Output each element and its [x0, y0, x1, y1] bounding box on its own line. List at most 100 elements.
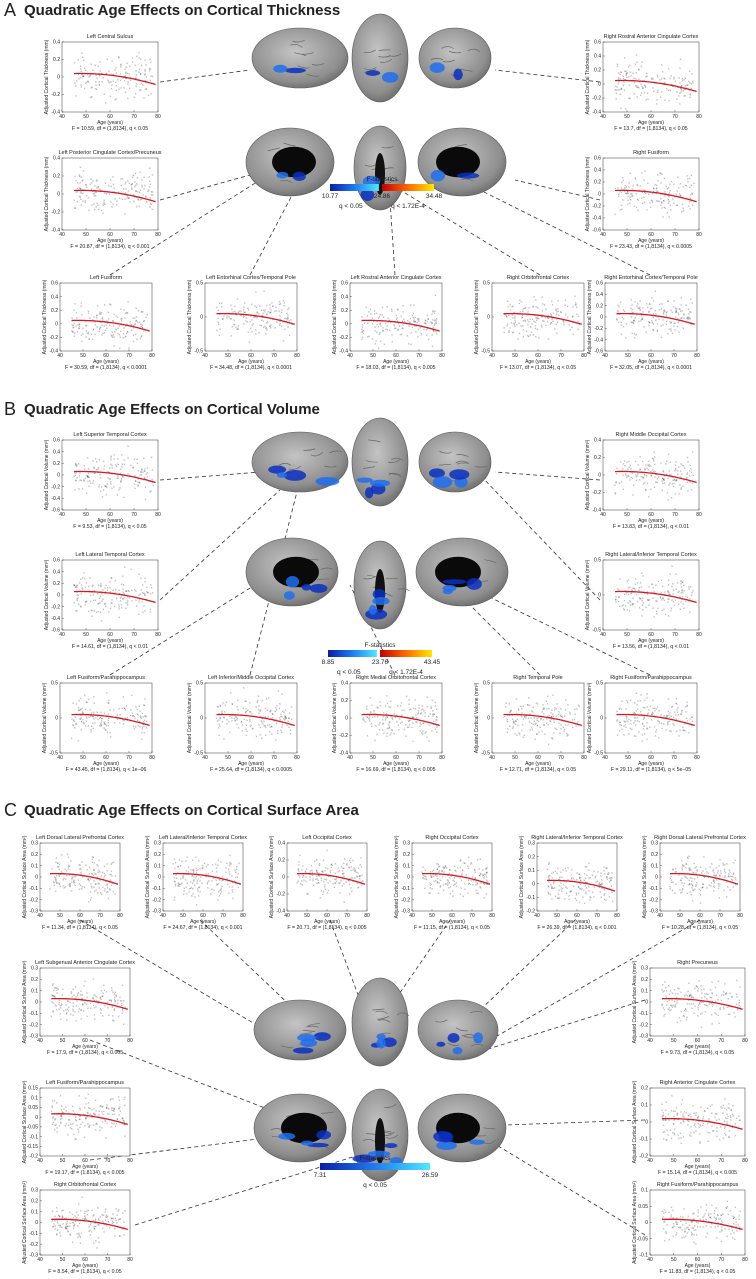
scatter-point: × [658, 736, 660, 740]
scatter-point: × [568, 897, 570, 901]
scatter-point: × [97, 204, 99, 208]
scatter-point: × [130, 568, 132, 572]
scatter-point: × [144, 79, 146, 83]
x-tick-label: 80 [439, 755, 445, 761]
scatter-point: × [98, 188, 100, 192]
scatter-point: × [660, 336, 662, 340]
scatter-point: × [434, 700, 436, 704]
scatter-point: × [560, 723, 562, 727]
scatter-point: × [410, 303, 412, 307]
scatter-point: × [682, 484, 684, 488]
scatter-point: × [699, 901, 701, 905]
scatter-point: × [614, 88, 616, 92]
scatter-point: × [113, 721, 115, 725]
scatter-point: × [211, 869, 213, 873]
scatter-point: × [243, 686, 245, 690]
scatter-point: × [89, 317, 91, 321]
scatter-point: × [412, 315, 414, 319]
scatter-point: × [563, 321, 565, 325]
scatter-plot: ××××××××××××××××××××××××××××××××××××××××… [269, 835, 370, 931]
scatter-point: × [179, 864, 181, 868]
scatter-point: × [454, 882, 456, 886]
x-tick-label: 50 [83, 114, 89, 120]
y-axis-label: Adjusted Cortical Surface Area (mm²) [519, 835, 525, 918]
scatter-point: × [464, 882, 466, 886]
scatter-point: × [142, 583, 144, 587]
scatter-point: × [664, 77, 666, 81]
brain-view [415, 537, 509, 607]
scatter-point: × [656, 186, 658, 190]
scatter-point: × [144, 715, 146, 719]
scatter-point: × [317, 881, 319, 885]
scatter-point: × [120, 64, 122, 68]
y-tick-label: -0.3 [401, 909, 410, 915]
scatter-point: × [378, 346, 380, 350]
scatter-point: × [136, 54, 138, 58]
scatter-point: × [561, 875, 563, 879]
effect-cluster [301, 583, 312, 591]
scatter-point: × [380, 340, 382, 344]
scatter-point: × [110, 735, 112, 739]
scatter-point: × [459, 893, 461, 897]
scatter-point: × [718, 864, 720, 868]
scatter-point: × [141, 185, 143, 189]
scatter-point: × [619, 208, 621, 212]
scatter-point: × [683, 589, 685, 593]
scatter-point: × [675, 572, 677, 576]
scatter-point: × [98, 83, 100, 87]
y-tick-label: 0.6 [594, 156, 601, 162]
scatter-point: × [448, 868, 450, 872]
scatter-point: × [79, 581, 81, 585]
scatter-point: × [61, 853, 63, 857]
y-tick-label: 0.4 [341, 681, 348, 687]
scatter-point: × [123, 86, 125, 90]
scatter-point: × [72, 324, 74, 328]
scatter-point: × [132, 466, 134, 470]
scatter-point: × [727, 874, 729, 878]
scatter-point: × [111, 87, 113, 91]
scatter-point: × [620, 480, 622, 484]
scatter-point: × [103, 864, 105, 868]
scatter-point: × [639, 699, 641, 703]
scatter-point: × [648, 192, 650, 196]
colorbar-hot [382, 184, 434, 191]
scatter-point: × [96, 76, 98, 80]
x-tick-label: 40 [57, 353, 63, 359]
scatter-point: × [236, 722, 238, 726]
scatter-point: × [383, 711, 385, 715]
scatter-point: × [196, 903, 198, 907]
scatter-point: × [517, 707, 519, 711]
scatter-point: × [149, 67, 151, 71]
y-tick-label: 0.2 [528, 854, 535, 860]
scatter-point: × [92, 68, 94, 72]
x-tick-label: 50 [304, 913, 310, 919]
connector [479, 1134, 646, 1236]
scatter-point: × [379, 331, 381, 335]
scatter-point: × [646, 75, 648, 79]
x-tick-label: 70 [344, 913, 350, 919]
scatter-point: × [74, 584, 76, 588]
scatter-point: × [638, 319, 640, 323]
scatter-point: × [442, 883, 444, 887]
colorbar-note: q < 0.05 [339, 203, 363, 210]
scatter-point: × [225, 701, 227, 705]
scatter-point: × [57, 865, 59, 869]
scatter-point: × [614, 492, 616, 496]
scatter-plot: ××××××××××××××××××××××××××××××××××××××××… [187, 275, 300, 371]
scatter-point: × [548, 706, 550, 710]
scatter-point: × [509, 724, 511, 728]
scatter-point: × [637, 208, 639, 212]
y-tick-label: -0.4 [49, 349, 58, 355]
scatter-point: × [668, 578, 670, 582]
scatter-point: × [132, 711, 134, 715]
scatter-point: × [438, 891, 440, 895]
scatter-point: × [74, 726, 76, 730]
scatter-point: × [181, 860, 183, 864]
scatter-point: × [626, 580, 628, 584]
scatter-point: × [80, 605, 82, 609]
scatter-point: × [146, 87, 148, 91]
scatter-point: × [685, 303, 687, 307]
scatter-point: × [88, 584, 90, 588]
colorbar-title: F-statistics [359, 1155, 391, 1162]
scatter-point: × [112, 202, 114, 206]
